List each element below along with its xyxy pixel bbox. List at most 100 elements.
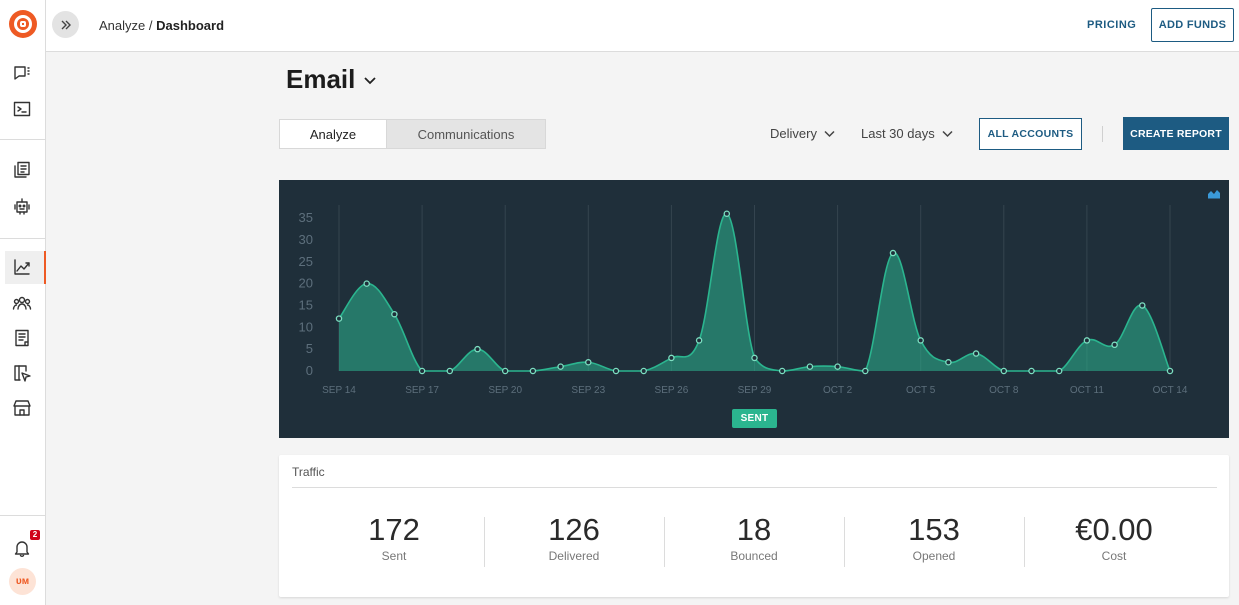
notification-badge: 2 [30,530,40,540]
data-point [1028,367,1035,375]
data-point [1111,341,1118,349]
x-tick-label: OCT 2 [823,385,853,396]
x-tick-label: SEP 20 [488,385,522,396]
data-point [1083,337,1091,344]
sent-area-chart: 0 5 10 15 20 25 30 35 SEP 14 SEP 17 SEP 20 SEP 23 SE… [299,205,1188,396]
data-point [889,249,897,257]
rail-divider [0,515,46,516]
data-point [917,337,924,344]
tab-analyze[interactable]: Analyze [280,120,387,148]
tab-communications[interactable]: Communications [417,126,515,142]
x-tick-label: SEP 17 [405,385,439,396]
page-title: Email [286,64,356,94]
breadcrumb-parent[interactable]: Analyze / [99,18,153,33]
sent-chart-panel: 0 5 10 15 20 25 30 35 SEP 14 SEP 17 SEP 20 SEP 23 SE… [279,180,1229,438]
data-point [945,359,952,366]
view-tabs: Analyze Communications [279,119,546,149]
top-header: Analyze / Dashboard PRICING ADD FUNDS [46,0,1239,52]
traffic-card: Traffic 172 Sent 126 Delivered 18 Bounce… [279,455,1229,597]
campaign-icon[interactable] [11,362,33,384]
data-point [723,210,731,217]
data-point [695,337,703,344]
data-point [834,363,841,370]
brand-logo[interactable] [9,10,37,38]
bell-icon[interactable] [11,537,33,559]
bot-icon[interactable] [11,195,33,217]
data-point [1000,367,1008,375]
chat-icon[interactable] [11,62,33,84]
stat-bounced: 18 Bounced [664,512,844,564]
stat-value: €0.00 [1075,512,1153,547]
terminal-icon[interactable] [11,98,33,120]
legend-sent[interactable]: SENT [732,409,777,428]
y-tick-label: 10 [299,319,313,334]
series-area-sent [339,213,1170,371]
add-funds-button[interactable]: ADD FUNDS [1151,8,1234,42]
stat-label: Delivered [548,549,600,563]
stat-value: 18 [736,512,772,547]
metric-dropdown[interactable]: Delivery [770,126,835,141]
stat-label: Cost [1101,549,1127,563]
data-point [751,354,758,362]
stat-label: Opened [912,549,956,563]
stat-divider [1024,517,1025,567]
pricing-link[interactable]: PRICING [1087,19,1137,31]
stat-label: Bounced [730,549,778,563]
metric-dropdown-value: Delivery [770,126,817,141]
stat-label: Sent [381,549,407,563]
data-point [1166,367,1174,375]
analytics-icon[interactable] [11,256,33,278]
data-point [363,280,370,287]
date-range-value: Last 30 days [861,126,935,141]
y-tick-label: 0 [306,363,313,378]
y-tick-label: 30 [299,232,313,247]
x-tick-label: OCT 11 [1070,385,1105,396]
traffic-divider [292,487,1217,488]
data-point [474,345,481,353]
audience-icon[interactable] [11,292,33,314]
x-tick-label: OCT 14 [1153,385,1188,396]
x-tick-label: OCT 8 [989,385,1019,396]
rail-divider [0,139,46,140]
chevron-down-icon [364,76,377,84]
store-icon[interactable] [11,397,33,419]
stat-divider [484,517,485,567]
stat-value: 153 [908,512,960,547]
all-accounts-button[interactable]: ALL ACCOUNTS [979,118,1082,150]
traffic-title: Traffic [292,465,325,479]
data-point [1055,367,1063,375]
y-tick-label: 20 [299,276,313,291]
x-tick-label: SEP 26 [655,385,689,396]
x-tick-label: SEP 14 [322,385,356,396]
data-point [640,367,647,375]
breadcrumb: Analyze / Dashboard [99,18,224,33]
breadcrumb-current: Dashboard [156,18,225,33]
double-chevron-right-icon [61,20,71,29]
stat-sent: 172 Sent [304,512,484,564]
stat-value: 172 [368,512,420,547]
data-point [1139,302,1146,309]
create-report-button[interactable]: CREATE REPORT [1123,117,1229,150]
area-chart-icon[interactable] [1207,187,1221,199]
data-point [335,315,343,322]
rail-divider [0,238,46,239]
data-point [446,367,454,375]
chevron-down-icon [942,130,953,138]
data-point [391,310,398,318]
expand-sidebar-button[interactable] [52,11,79,38]
page-title-dropdown[interactable]: Email [286,64,377,95]
templates-icon[interactable] [11,159,33,181]
stat-divider [664,517,665,567]
y-tick-label: 35 [299,210,313,225]
left-rail: 2 ᴜᴍ [0,0,46,605]
date-range-dropdown[interactable]: Last 30 days [861,126,953,141]
data-point [612,367,620,375]
data-point [529,367,537,375]
x-tick-label: SEP 23 [571,385,605,396]
document-icon[interactable] [11,327,33,349]
avatar[interactable]: ᴜᴍ [9,568,36,595]
x-tick-label: OCT 5 [906,385,936,396]
data-point [668,354,675,362]
data-point [862,367,869,375]
stat-opened: 153 Opened [844,512,1024,564]
